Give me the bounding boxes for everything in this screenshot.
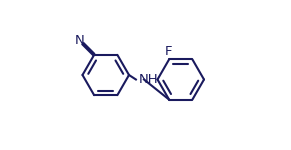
Text: F: F [165, 45, 172, 58]
Text: N: N [75, 34, 85, 47]
Text: NH: NH [139, 73, 159, 86]
